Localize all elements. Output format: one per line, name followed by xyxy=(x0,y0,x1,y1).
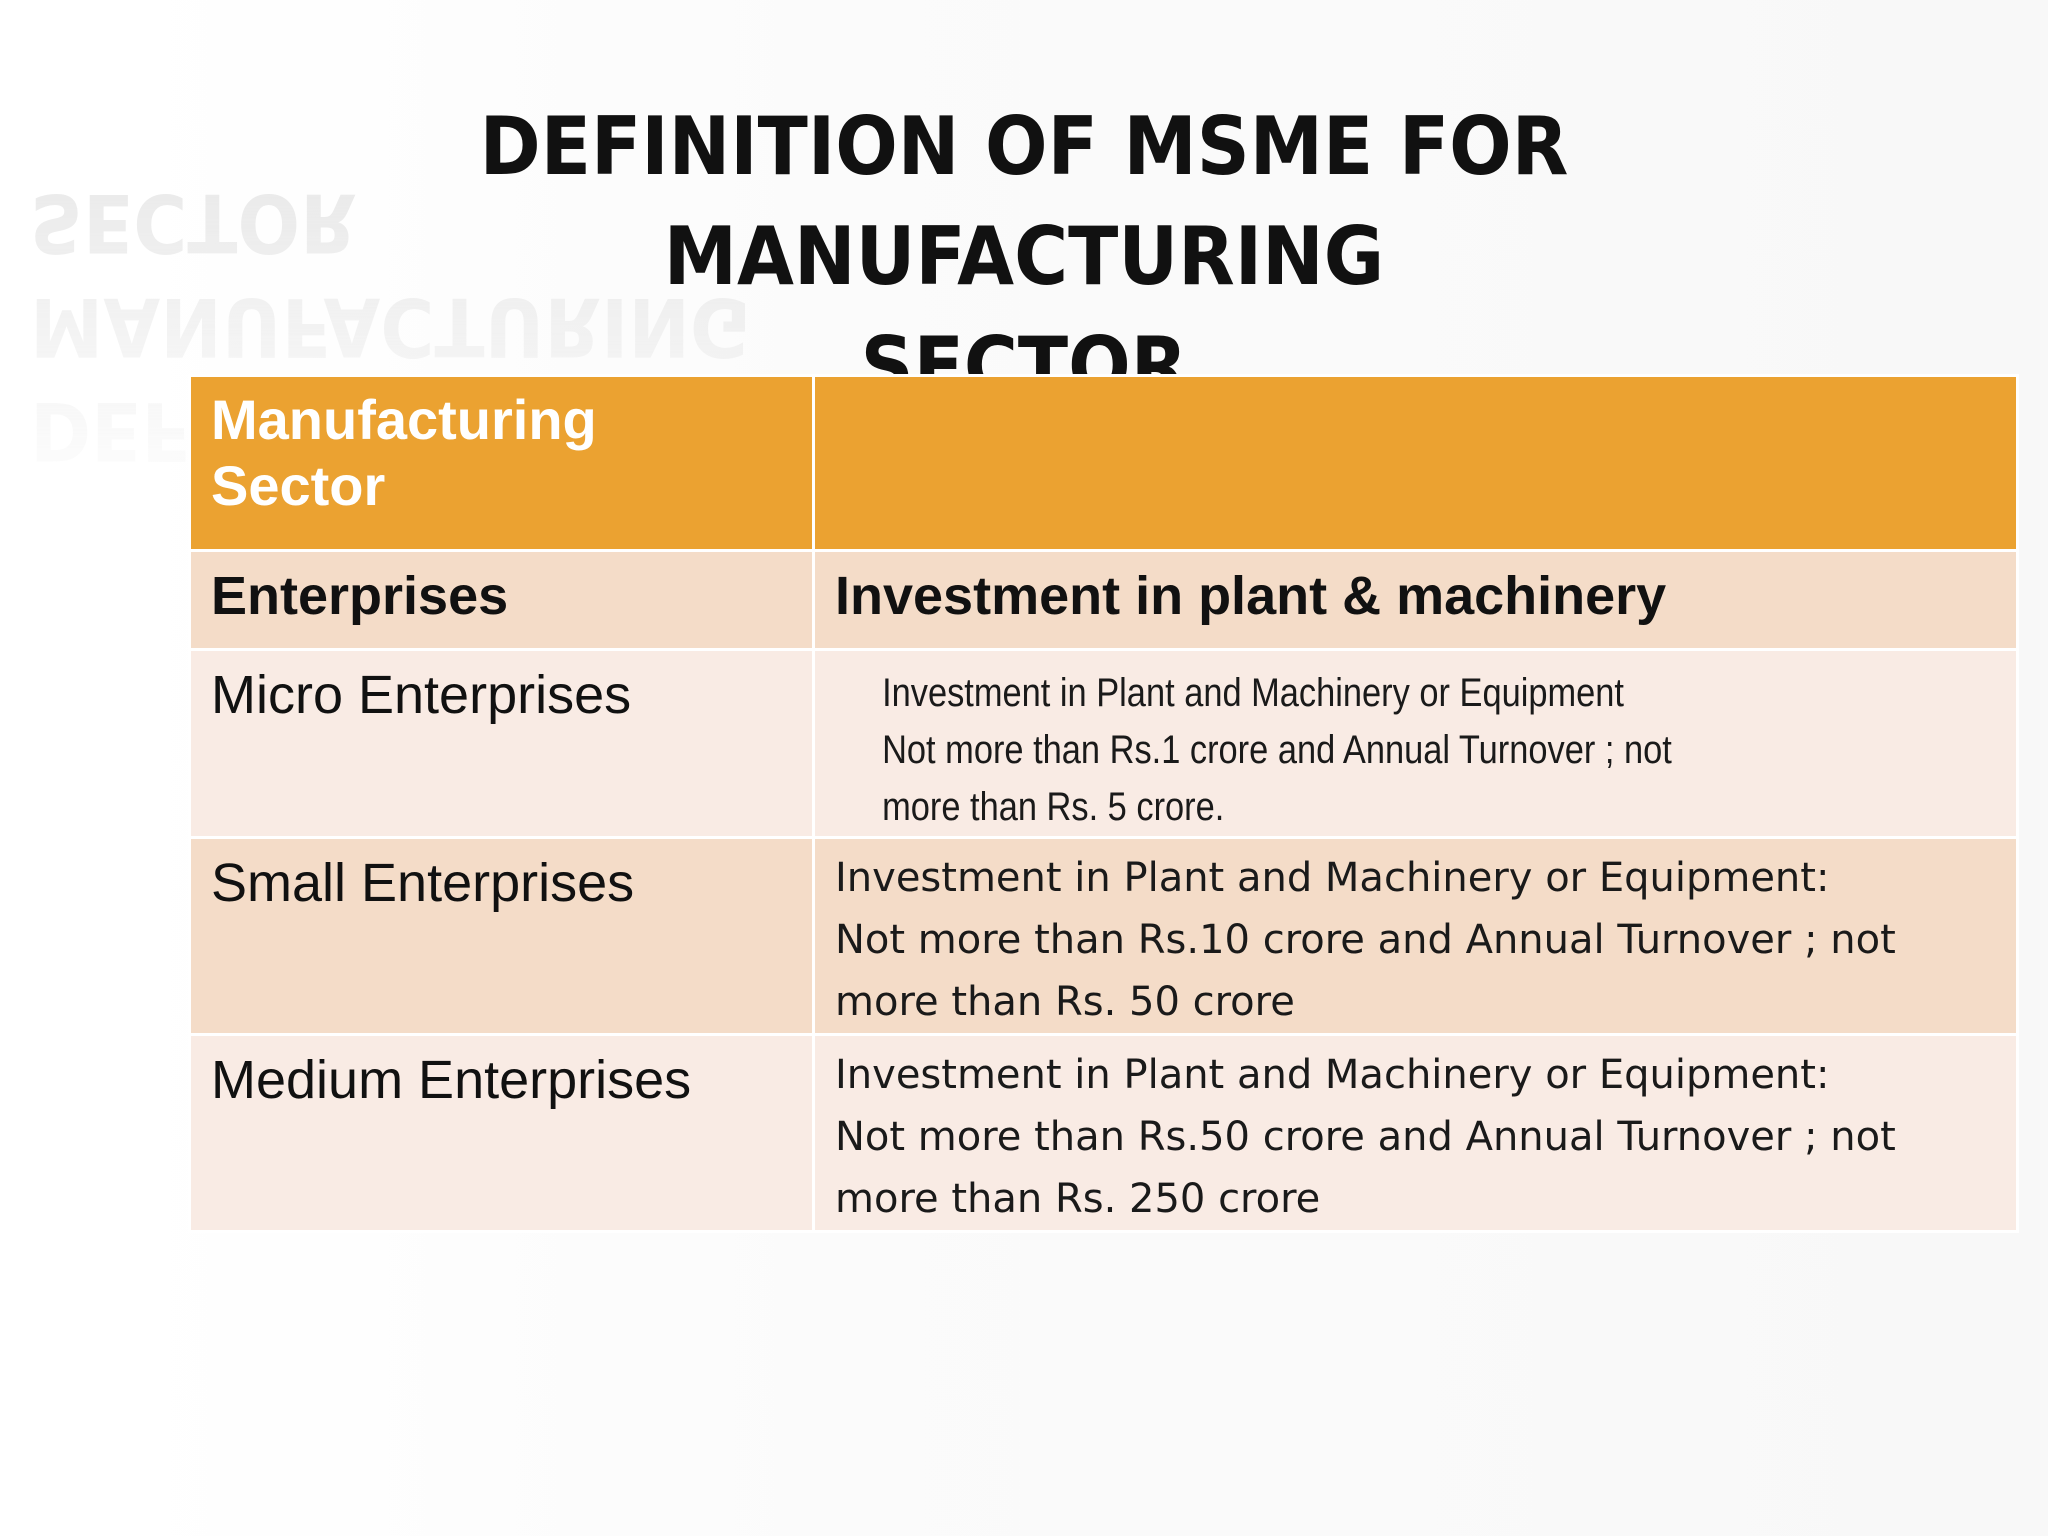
criteria-micro: Investment in Plant and Machinery or Equ… xyxy=(815,651,1983,836)
criteria-line: Not more than Rs.1 crore and Annual Turn… xyxy=(882,728,1672,772)
criteria-line: more than Rs. 50 crore xyxy=(835,979,1295,1025)
criteria-cell: Investment in Plant and Machinery or Equ… xyxy=(812,648,2019,839)
criteria-line: Investment in Plant and Machinery or Equ… xyxy=(882,671,1624,715)
header-col2-label xyxy=(815,377,2016,387)
enterprise-name-cell: Medium Enterprises xyxy=(188,1033,815,1233)
subheader-enterprises-label: Enterprises xyxy=(211,566,509,626)
table-row: Medium Enterprises Investment in Plant a… xyxy=(188,1033,2019,1233)
enterprise-name-cell: Micro Enterprises xyxy=(188,648,815,839)
subheader-investment-label: Investment in plant & machinery xyxy=(835,566,1667,626)
header-cell-empty xyxy=(812,374,2019,552)
header-sector-label: Manufacturing Sector xyxy=(211,388,597,517)
enterprise-name-micro: Micro Enterprises xyxy=(211,665,632,725)
table-row: Micro Enterprises Investment in Plant an… xyxy=(188,648,2019,839)
slide-title: DEFINITION OF MSME FOR MANUFACTURING SEC… xyxy=(479,100,1569,413)
criteria-line: Not more than Rs.50 crore and Annual Tur… xyxy=(835,1114,1896,1160)
table-row: Small Enterprises Investment in Plant an… xyxy=(188,836,2019,1036)
criteria-line: Investment in Plant and Machinery or Equ… xyxy=(835,1052,1830,1098)
enterprise-name-medium: Medium Enterprises xyxy=(211,1050,692,1110)
criteria-medium: Investment in Plant and Machinery or Equ… xyxy=(815,1036,2016,1230)
enterprise-name-small: Small Enterprises xyxy=(211,853,635,913)
title-area: DEFINITION OF MSME FOR MANUFACTURING SEC… xyxy=(0,92,2048,477)
table-header-row: Manufacturing Sector xyxy=(188,374,2019,552)
criteria-small: Investment in Plant and Machinery or Equ… xyxy=(815,839,2016,1033)
subheader-cell-enterprises: Enterprises xyxy=(188,549,815,651)
msme-definition-table: Manufacturing Sector Enterprises Investm… xyxy=(188,374,2019,1233)
enterprise-name-cell: Small Enterprises xyxy=(188,836,815,1036)
header-cell-sector: Manufacturing Sector xyxy=(188,374,815,552)
criteria-cell: Investment in Plant and Machinery or Equ… xyxy=(812,836,2019,1036)
subheader-cell-investment: Investment in plant & machinery xyxy=(812,549,2019,651)
criteria-line: Investment in Plant and Machinery or Equ… xyxy=(835,855,1830,901)
criteria-line: more than Rs. 250 crore xyxy=(835,1176,1321,1222)
criteria-line: Not more than Rs.10 crore and Annual Tur… xyxy=(835,917,1896,963)
table-subheader-row: Enterprises Investment in plant & machin… xyxy=(188,549,2019,651)
criteria-line: more than Rs. 5 crore. xyxy=(882,785,1225,829)
criteria-cell: Investment in Plant and Machinery or Equ… xyxy=(812,1033,2019,1233)
